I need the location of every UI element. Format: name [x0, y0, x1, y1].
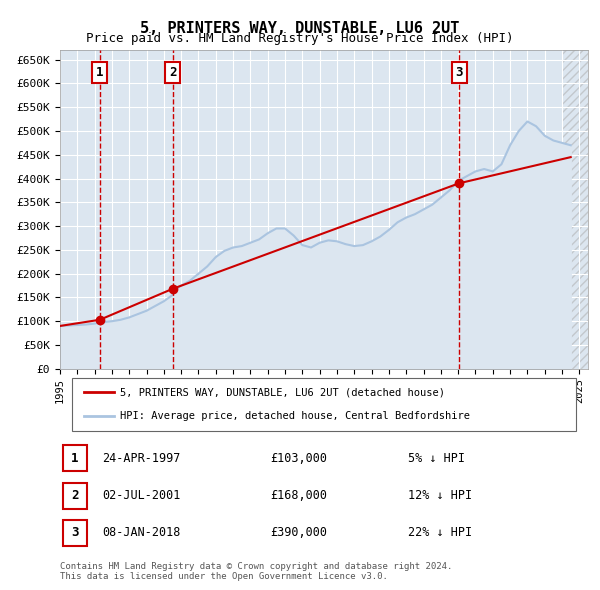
Text: 22% ↓ HPI: 22% ↓ HPI	[408, 526, 472, 539]
Text: 2: 2	[71, 489, 79, 502]
Text: Price paid vs. HM Land Registry's House Price Index (HPI): Price paid vs. HM Land Registry's House …	[86, 32, 514, 45]
Text: £103,000: £103,000	[270, 452, 327, 465]
Text: 3: 3	[455, 66, 463, 79]
Text: £390,000: £390,000	[270, 526, 327, 539]
Text: 3: 3	[71, 526, 79, 539]
Text: 24-APR-1997: 24-APR-1997	[102, 452, 181, 465]
Text: 1: 1	[71, 452, 79, 465]
Text: 2: 2	[169, 66, 176, 79]
Text: 12% ↓ HPI: 12% ↓ HPI	[408, 489, 472, 502]
Text: 5, PRINTERS WAY, DUNSTABLE, LU6 2UT (detached house): 5, PRINTERS WAY, DUNSTABLE, LU6 2UT (det…	[120, 388, 445, 398]
Text: HPI: Average price, detached house, Central Bedfordshire: HPI: Average price, detached house, Cent…	[120, 411, 470, 421]
Text: £168,000: £168,000	[270, 489, 327, 502]
Text: 5% ↓ HPI: 5% ↓ HPI	[408, 452, 465, 465]
Text: 02-JUL-2001: 02-JUL-2001	[102, 489, 181, 502]
Text: 5, PRINTERS WAY, DUNSTABLE, LU6 2UT: 5, PRINTERS WAY, DUNSTABLE, LU6 2UT	[140, 21, 460, 35]
Text: 1: 1	[96, 66, 104, 79]
Text: 08-JAN-2018: 08-JAN-2018	[102, 526, 181, 539]
Text: Contains HM Land Registry data © Crown copyright and database right 2024.
This d: Contains HM Land Registry data © Crown c…	[60, 562, 452, 581]
